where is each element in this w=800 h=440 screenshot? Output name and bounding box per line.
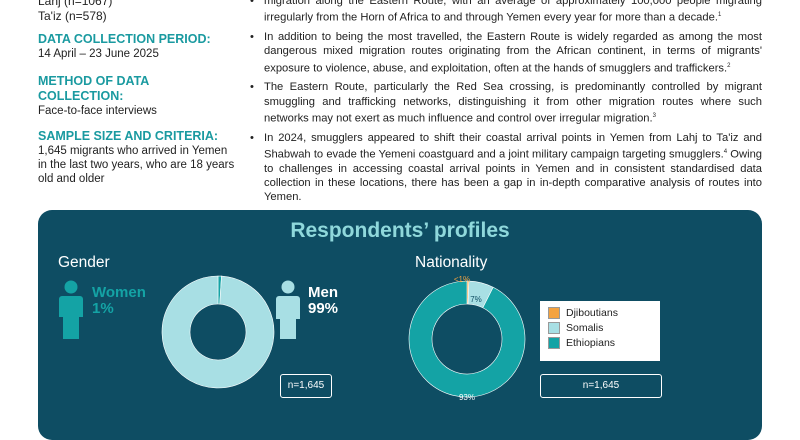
method-label-2: COLLECTION: — [38, 89, 124, 103]
bullet-text: In addition to being the most travelled,… — [264, 31, 762, 75]
location-line-taiz: Ta'iz (n=578) — [38, 9, 107, 23]
gender-sample-size: n=1,645 — [280, 374, 332, 398]
legend-swatch — [548, 322, 560, 334]
legend-item-ethiopians: Ethiopians — [548, 337, 652, 349]
slice-men — [161, 275, 275, 389]
man-icon — [276, 280, 300, 339]
gender-donut-chart — [161, 275, 275, 389]
slice-ethiopians — [408, 280, 526, 398]
respondents-profiles-panel: Respondents’ profiles Gender Women 1% Me… — [38, 210, 762, 440]
method-label-1: METHOD OF DATA — [38, 74, 150, 88]
location-line-cut: Lahj (n=1067) Ta'iz (n=578) — [38, 0, 112, 24]
bullet-text-continued: Owing to challenges in accessing coastal… — [264, 148, 763, 204]
period-label: DATA COLLECTION PERIOD: — [38, 32, 211, 46]
woman-icon — [59, 280, 83, 339]
legend-item-somalis: Somalis — [548, 322, 652, 334]
gender-heading: Gender — [58, 254, 110, 271]
nationality-donut-chart: <1% 7% 93% — [408, 275, 526, 402]
nationality-legend: Djiboutians Somalis Ethiopians — [540, 301, 660, 361]
bullet-text: In 2024, smugglers appeared to shift the… — [264, 131, 762, 161]
panel-title: Respondents’ profiles — [290, 219, 510, 242]
bullet-item: In 2024, smugglers appeared to shift the… — [250, 131, 762, 205]
legend-label: Djiboutians — [566, 307, 618, 319]
method-value: Face-to-face interviews — [38, 105, 157, 117]
women-pct: 1% — [92, 300, 114, 317]
legend-item-djiboutians: Djiboutians — [548, 307, 652, 319]
period-value: 14 April – 23 June 2025 — [38, 48, 159, 60]
data-label-ethiopians: 93% — [459, 393, 475, 402]
footnote-ref[interactable]: 2 — [727, 62, 731, 69]
bullet-item: The Eastern Route, particularly the Red … — [250, 80, 762, 125]
footnote-ref[interactable]: 1 — [717, 12, 722, 19]
legend-label: Ethiopians — [566, 337, 616, 349]
men-pct: 99% — [308, 300, 339, 317]
nationality-heading: Nationality — [415, 254, 488, 271]
footnote-ref[interactable]: 3 — [652, 112, 656, 119]
bullet-text: The Eastern Route, particularly the Red … — [264, 81, 762, 125]
data-label-somalis: 7% — [470, 295, 482, 304]
legend-swatch — [548, 337, 560, 349]
period-block: DATA COLLECTION PERIOD: 14 April – 23 Ju… — [38, 32, 211, 61]
women-label-block: Women 1% — [92, 285, 146, 317]
bullet-list: migration along the Eastern Route, with … — [250, 0, 762, 210]
sample-label: SAMPLE SIZE AND CRITERIA: — [38, 129, 219, 143]
men-label: Men — [308, 284, 338, 301]
legend-swatch — [548, 307, 560, 319]
men-label-block: Men 99% — [308, 285, 338, 317]
bullet-item: migration along the Eastern Route, with … — [250, 0, 762, 25]
sample-block: SAMPLE SIZE AND CRITERIA: 1,645 migrants… — [38, 129, 238, 186]
footnote-ref[interactable]: 4 — [723, 149, 728, 156]
legend-label: Somalis — [566, 322, 604, 334]
bullet-text: migration along the Eastern Route, with … — [264, 0, 762, 24]
nationality-sample-size: n=1,645 — [540, 374, 662, 398]
women-label: Women — [92, 284, 146, 301]
data-label-djiboutians: <1% — [454, 275, 470, 284]
location-line-lahj: Lahj (n=1067) — [38, 0, 113, 8]
method-block: METHOD OF DATA COLLECTION: Face-to-face … — [38, 74, 157, 118]
sample-value: 1,645 migrants who arrived in Yemen in t… — [38, 145, 235, 185]
bullet-item: In addition to being the most travelled,… — [250, 30, 762, 75]
